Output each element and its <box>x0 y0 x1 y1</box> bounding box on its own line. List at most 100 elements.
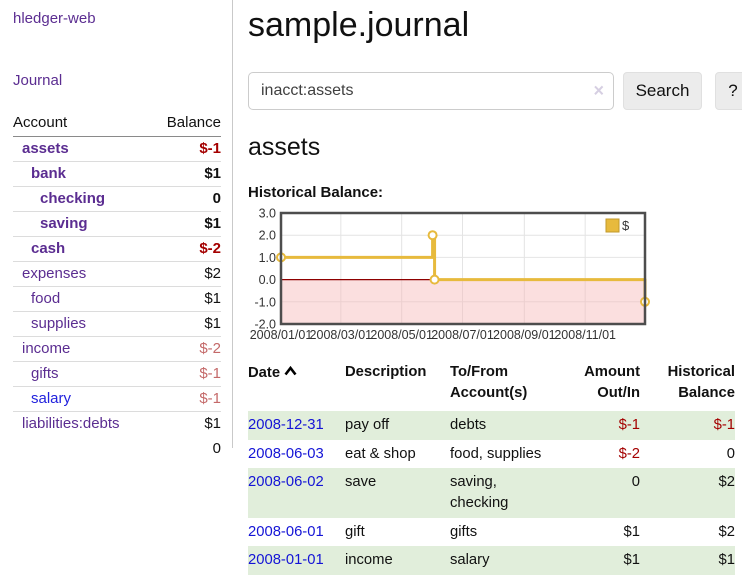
account-row: cash $-2 <box>13 236 221 261</box>
account-row: income $-2 <box>13 336 221 361</box>
account-row: assets $-1 <box>13 137 221 161</box>
account-balance: $1 <box>150 311 221 336</box>
main-content: sample.journal × Search ? assets Histori… <box>233 0 742 582</box>
transaction-accounts: debts <box>450 410 563 440</box>
transaction-balance: $1 <box>640 546 735 576</box>
sidebar-item-journal[interactable]: Journal <box>13 72 63 89</box>
x-tick-label: 2008/11/01 <box>554 328 616 342</box>
brand-link[interactable]: hledger-web <box>13 10 96 27</box>
transaction-accounts: saving, checking <box>450 468 563 518</box>
x-tick-label: 2008/09/01 <box>493 328 556 342</box>
transaction-amount: $-1 <box>563 410 640 440</box>
transaction-amount: $-2 <box>618 445 640 462</box>
transaction-row: 2008-06-03 eat & shop food, supplies $-2… <box>248 440 735 469</box>
account-row: expenses $2 <box>13 261 221 286</box>
account-balance: 0 <box>150 186 221 211</box>
account-row: saving $1 <box>13 211 221 236</box>
accounts-header-balance: Balance <box>150 112 221 137</box>
account-row: salary $-1 <box>13 386 221 411</box>
y-tick-label: -1.0 <box>254 295 276 309</box>
help-button[interactable]: ? <box>715 72 742 110</box>
transaction-date-link[interactable]: 2008-12-31 <box>248 416 324 433</box>
account-link[interactable]: bank <box>31 165 67 182</box>
y-tick-label: 1.0 <box>259 251 276 265</box>
accounts-total-row: 0 <box>13 436 221 461</box>
transaction-row: 2008-06-01 gift gifts $1 $2 <box>248 518 735 547</box>
account-balance: $1 <box>150 161 221 186</box>
account-link[interactable]: salary <box>31 390 72 407</box>
search-input[interactable] <box>248 72 614 110</box>
account-balance: $-2 <box>150 236 221 261</box>
sort-ascending-icon <box>284 362 297 383</box>
chart-border <box>279 211 647 326</box>
register-header-accounts: To/From Account(s) <box>450 364 528 402</box>
y-tick-label: 2.0 <box>259 229 276 243</box>
sidebar: hledger-web Journal Account Balance asse… <box>0 0 233 457</box>
register-header-date[interactable]: Date <box>248 360 345 411</box>
data-point[interactable] <box>429 274 440 285</box>
account-link[interactable]: saving <box>40 215 88 232</box>
account-link[interactable]: income <box>22 340 71 357</box>
account-row: food $1 <box>13 286 221 311</box>
account-link[interactable]: checking <box>40 190 106 207</box>
register-header-description: Description <box>345 364 427 380</box>
data-point[interactable] <box>427 230 438 241</box>
accounts-total-value: 0 <box>212 440 221 457</box>
transaction-accounts: food, supplies <box>450 445 542 462</box>
transaction-balance: $2 <box>640 468 735 518</box>
transaction-balance: 0 <box>726 445 735 462</box>
account-row: gifts $-1 <box>13 361 221 386</box>
account-link[interactable]: cash <box>31 240 66 257</box>
account-link[interactable]: gifts <box>31 365 59 382</box>
transaction-date-link[interactable]: 2008-06-01 <box>248 523 324 540</box>
account-link[interactable]: expenses <box>22 265 87 282</box>
search-button[interactable]: Search <box>623 72 702 110</box>
transaction-amount: $1 <box>563 546 640 576</box>
account-link[interactable]: liabilities:debts <box>22 415 120 432</box>
accounts-table: Account Balance assets $-1 bank $1 check… <box>13 112 221 461</box>
legend-swatch <box>605 218 620 233</box>
account-balance: $1 <box>150 211 221 236</box>
account-row: liabilities:debts $1 <box>13 411 221 436</box>
transaction-date-link[interactable]: 2008-06-02 <box>248 474 324 491</box>
account-link[interactable]: food <box>31 290 61 307</box>
transaction-date-link[interactable]: 2008-01-01 <box>248 552 324 569</box>
transaction-date-link[interactable]: 2008-06-03 <box>248 445 324 462</box>
account-balance: $-1 <box>150 361 221 386</box>
transaction-row: 2008-06-02 save saving, checking 0 $2 <box>248 468 735 518</box>
x-tick-label: 2008/01/01 <box>250 328 313 342</box>
account-balance: $-2 <box>150 336 221 361</box>
y-tick-label: -2.0 <box>254 318 276 332</box>
transaction-description: save <box>345 468 450 518</box>
chart-label: Historical Balance: <box>248 184 384 201</box>
account-link[interactable]: assets <box>22 140 69 157</box>
account-title: assets <box>248 133 321 161</box>
account-balance: $-1 <box>199 140 221 157</box>
transaction-description: gift <box>345 523 365 540</box>
clear-search-icon[interactable]: × <box>593 80 604 101</box>
transaction-row: 2008-12-31 pay off debts $-1 $-1 <box>248 410 735 440</box>
account-balance: $1 <box>150 411 221 436</box>
account-balance: $1 <box>150 286 221 311</box>
transaction-balance: $2 <box>718 523 735 540</box>
accounts-table-body: assets $-1 bank $1 checking 0 saving $1 … <box>13 137 221 436</box>
register-table: Date Description To/From Account(s) Amou… <box>248 360 735 576</box>
y-tick-label: 3.0 <box>259 207 276 221</box>
x-tick-label: 2008/07/01 <box>431 328 494 342</box>
account-link[interactable]: supplies <box>31 315 87 332</box>
legend-label: $ <box>622 218 630 233</box>
account-row: bank $1 <box>13 161 221 186</box>
account-balance: $2 <box>150 261 221 286</box>
account-row: checking 0 <box>13 186 221 211</box>
register-table-body: 2008-12-31 pay off debts $-1 $-1 2008-06… <box>248 410 735 576</box>
transaction-balance: $-1 <box>640 410 735 440</box>
transaction-description: pay off <box>345 410 450 440</box>
account-balance: $-1 <box>150 386 221 411</box>
transaction-amount: 0 <box>563 468 640 518</box>
x-tick-label: 2008/05/01 <box>370 328 433 342</box>
page-title: sample.journal <box>248 6 470 44</box>
balance-chart: $3.0 2.0 1.0 0.0 -1.0 -2.02008/01/012008/03/0… <box>250 207 650 342</box>
accounts-header-account: Account <box>13 112 151 137</box>
x-tick-label: 2008/03/01 <box>310 328 373 342</box>
